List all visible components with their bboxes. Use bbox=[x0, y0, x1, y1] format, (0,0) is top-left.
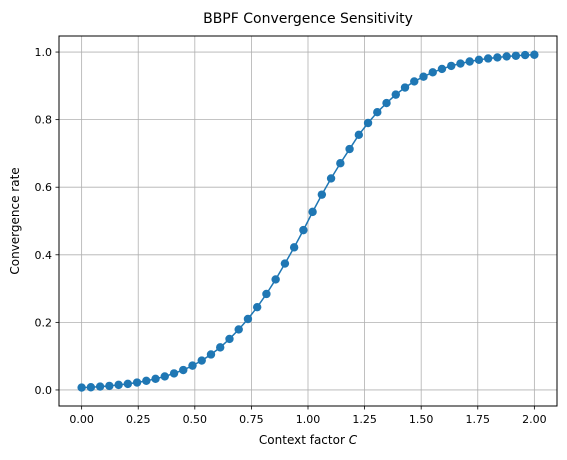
data-point bbox=[317, 190, 327, 199]
x-tick-label: 0.00 bbox=[69, 413, 94, 426]
grid-lines bbox=[59, 36, 557, 406]
data-point bbox=[206, 350, 216, 359]
x-axis: 0.00 0.25 0.50 0.75 1.00 1.25 1.50 1.75 2.00 bbox=[69, 406, 547, 426]
x-tick-label: 2.00 bbox=[522, 413, 547, 426]
data-point bbox=[77, 383, 86, 392]
data-point bbox=[511, 51, 521, 60]
data-point bbox=[308, 207, 317, 217]
data-point bbox=[474, 55, 484, 65]
y-axis: 0.0 0.2 0.4 0.6 0.8 1.0 bbox=[35, 46, 59, 397]
data-point bbox=[530, 50, 539, 59]
y-tick-label: 0.8 bbox=[35, 114, 53, 127]
data-point bbox=[132, 378, 142, 387]
y-axis-label: Convergence rate bbox=[8, 167, 22, 274]
x-tick-label: 1.25 bbox=[352, 413, 377, 426]
data-point bbox=[105, 381, 114, 391]
data-point bbox=[502, 52, 511, 61]
data-point bbox=[373, 107, 382, 117]
data-point bbox=[123, 379, 133, 389]
data-point bbox=[410, 77, 419, 86]
data-point bbox=[419, 72, 428, 81]
data-point bbox=[280, 259, 290, 268]
data-point bbox=[86, 383, 96, 392]
data-point bbox=[382, 98, 391, 108]
data-point bbox=[169, 369, 179, 378]
data-point bbox=[160, 372, 169, 381]
x-tick-label: 1.00 bbox=[296, 413, 321, 426]
data-point bbox=[252, 302, 262, 312]
x-tick-label: 0.50 bbox=[183, 413, 208, 426]
data-point bbox=[400, 83, 410, 92]
x-tick-label: 1.75 bbox=[466, 413, 491, 426]
data-point bbox=[151, 374, 160, 383]
data-point bbox=[447, 61, 456, 71]
data-point bbox=[216, 343, 225, 352]
data-point bbox=[225, 334, 234, 344]
data-point bbox=[345, 144, 354, 154]
data-point bbox=[354, 130, 364, 140]
data-point bbox=[289, 243, 299, 252]
x-tick-label: 0.75 bbox=[239, 413, 264, 426]
data-point bbox=[234, 325, 243, 334]
y-tick-label: 0.0 bbox=[35, 384, 53, 397]
data-point bbox=[437, 64, 447, 74]
data-point bbox=[336, 159, 345, 168]
data-point bbox=[188, 361, 197, 370]
y-tick-label: 0.6 bbox=[35, 181, 53, 194]
data-point bbox=[520, 50, 530, 60]
data-point bbox=[95, 382, 105, 391]
x-axis-label-variable: C bbox=[349, 433, 358, 447]
x-axis-label: Context factor C bbox=[259, 433, 358, 447]
data-point bbox=[456, 59, 465, 68]
y-tick-label: 0.4 bbox=[35, 249, 53, 262]
data-point bbox=[271, 275, 280, 284]
data-point bbox=[363, 118, 373, 128]
data-point bbox=[326, 174, 336, 183]
x-tick-label: 1.50 bbox=[409, 413, 434, 426]
series-layer bbox=[77, 50, 539, 392]
data-point bbox=[262, 289, 271, 299]
data-point bbox=[114, 380, 123, 390]
chart-title: BBPF Convergence Sensitivity bbox=[203, 11, 413, 27]
data-point bbox=[299, 225, 308, 235]
x-tick-label: 0.25 bbox=[126, 413, 151, 426]
data-point bbox=[428, 68, 437, 77]
data-point bbox=[465, 57, 474, 66]
data-point bbox=[483, 54, 493, 63]
data-point bbox=[243, 314, 253, 324]
x-axis-label-text: Context factor bbox=[259, 433, 349, 447]
data-point bbox=[179, 365, 188, 375]
y-tick-label: 0.2 bbox=[35, 316, 53, 329]
y-tick-label: 1.0 bbox=[35, 46, 53, 59]
data-point bbox=[197, 356, 206, 365]
data-point bbox=[142, 376, 151, 386]
data-point bbox=[391, 90, 400, 99]
data-point bbox=[493, 53, 502, 62]
